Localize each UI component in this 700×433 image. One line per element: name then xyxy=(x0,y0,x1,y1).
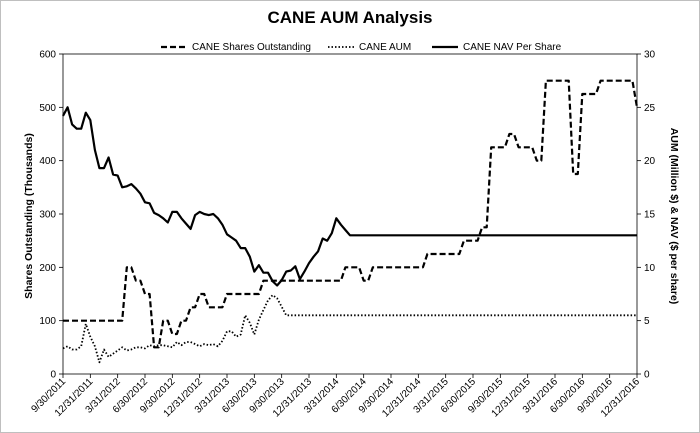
series-line-shares-outstanding xyxy=(63,79,639,349)
dotted-line-swatch-icon xyxy=(328,46,354,48)
y-left-tick-label: 500 xyxy=(39,103,56,114)
y-left-tick-label: 600 xyxy=(39,50,56,61)
series-line-aum xyxy=(62,294,637,364)
series-line-nav-per-share xyxy=(62,106,637,287)
y-right-tick-label: 10 xyxy=(644,263,656,274)
y-right-tick-label: 0 xyxy=(644,370,650,381)
legend-item-nav: CANE NAV Per Share xyxy=(432,40,561,54)
solid-line-swatch-icon xyxy=(432,45,458,49)
chart-title: CANE AUM Analysis xyxy=(267,8,433,27)
plot-area-border xyxy=(62,53,638,375)
y-left-tick-label: 0 xyxy=(50,370,56,381)
dashed-line-swatch-icon xyxy=(161,45,187,49)
legend-label-shares: CANE Shares Outstanding xyxy=(192,41,311,53)
y-left-tick-label: 300 xyxy=(39,210,56,221)
legend-label-nav: CANE NAV Per Share xyxy=(463,41,562,53)
legend-label-aum: CANE AUM xyxy=(359,41,412,53)
y-left-tick-label: 200 xyxy=(39,263,56,274)
y-right-tick-label: 5 xyxy=(644,316,650,327)
y-right-tick-label: 20 xyxy=(644,156,656,167)
y-right-tick-label: 25 xyxy=(644,103,656,114)
y-left-tick-label: 400 xyxy=(39,156,56,167)
legend-item-shares: CANE Shares Outstanding xyxy=(161,40,311,54)
y-right-tick-label: 30 xyxy=(644,50,656,61)
legend-item-aum: CANE AUM xyxy=(328,40,411,54)
y-left-tick-label: 100 xyxy=(39,316,56,327)
y-right-tick-label: 15 xyxy=(644,210,656,221)
chart-legend: CANE Shares Outstanding CANE AUM CANE NA… xyxy=(0,40,700,54)
